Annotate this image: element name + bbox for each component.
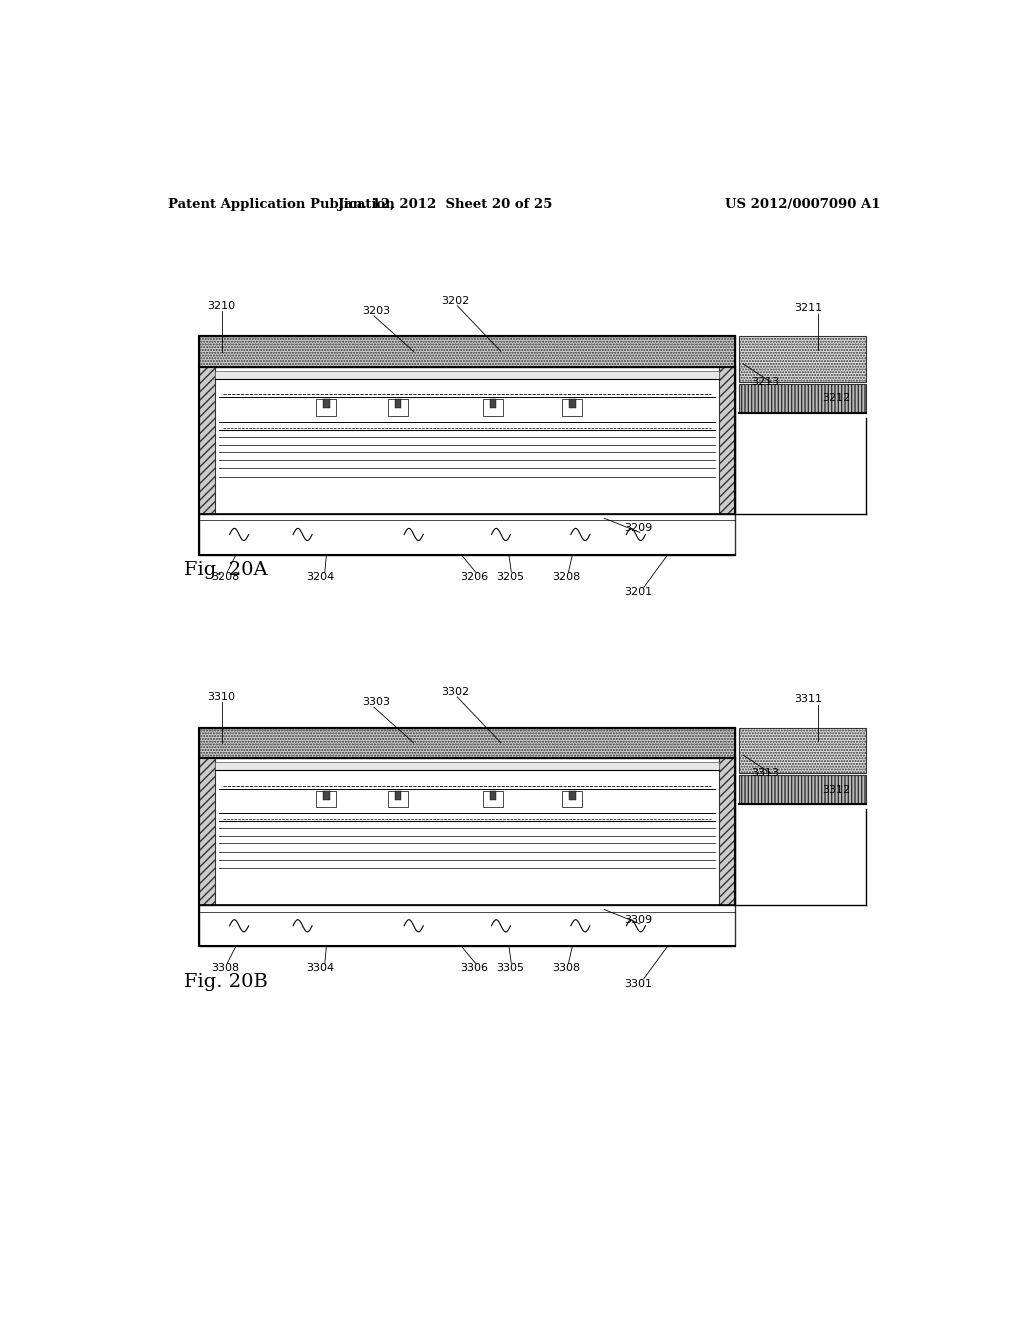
Text: Fig. 20A: Fig. 20A [183,561,267,579]
Text: Patent Application Publication: Patent Application Publication [168,198,394,211]
Bar [562,791,583,807]
Text: 3312: 3312 [822,784,851,795]
Bar [719,367,735,515]
Bar [394,399,401,408]
Bar [215,762,719,771]
Text: 3301: 3301 [624,978,652,989]
Text: 3309: 3309 [624,915,652,925]
Bar [483,399,503,416]
Text: 3311: 3311 [795,694,822,704]
Bar [569,791,575,800]
Bar [215,371,719,379]
Text: 3204: 3204 [306,572,335,582]
Bar [739,727,866,774]
Bar [569,399,575,408]
Text: Fig. 20B: Fig. 20B [183,973,267,991]
Text: 3212: 3212 [822,393,851,404]
Bar [489,399,497,408]
Text: 3205: 3205 [497,572,524,582]
Text: 3203: 3203 [362,306,390,315]
Text: 3202: 3202 [441,296,470,306]
Bar [739,384,866,412]
Text: 3304: 3304 [306,964,335,973]
Text: 3310: 3310 [207,692,236,702]
Bar [739,337,866,381]
Bar [483,791,503,807]
Bar [324,399,330,408]
Text: 3305: 3305 [497,964,524,973]
Bar [200,337,735,367]
Bar [200,727,735,758]
Bar [316,791,336,807]
Bar [394,791,401,800]
Text: 3308: 3308 [211,964,240,973]
Text: US 2012/0007090 A1: US 2012/0007090 A1 [725,198,881,211]
Text: Jan. 12, 2012  Sheet 20 of 25: Jan. 12, 2012 Sheet 20 of 25 [338,198,553,211]
Bar [388,791,408,807]
Bar [388,399,408,416]
Text: 3302: 3302 [441,686,470,697]
Text: 3209: 3209 [624,523,652,533]
Bar [200,367,215,515]
Text: 3303: 3303 [362,697,390,708]
Text: 3201: 3201 [624,587,652,598]
Bar [719,758,735,906]
Text: 3211: 3211 [795,302,822,313]
Text: 3313: 3313 [751,768,779,779]
Text: 3306: 3306 [460,964,487,973]
Bar [200,758,215,906]
Bar [489,791,497,800]
Text: 3308: 3308 [553,964,581,973]
Text: 3213: 3213 [751,378,779,387]
Bar [324,791,330,800]
Bar [739,775,866,804]
Text: 3206: 3206 [460,572,487,582]
Bar [562,399,583,416]
Bar [200,906,735,946]
Text: 3210: 3210 [207,301,236,310]
Bar [200,513,735,554]
Text: 3208: 3208 [211,572,240,582]
Bar [316,399,336,416]
Text: 3208: 3208 [553,572,581,582]
Bar [215,368,719,510]
Bar [215,760,719,900]
